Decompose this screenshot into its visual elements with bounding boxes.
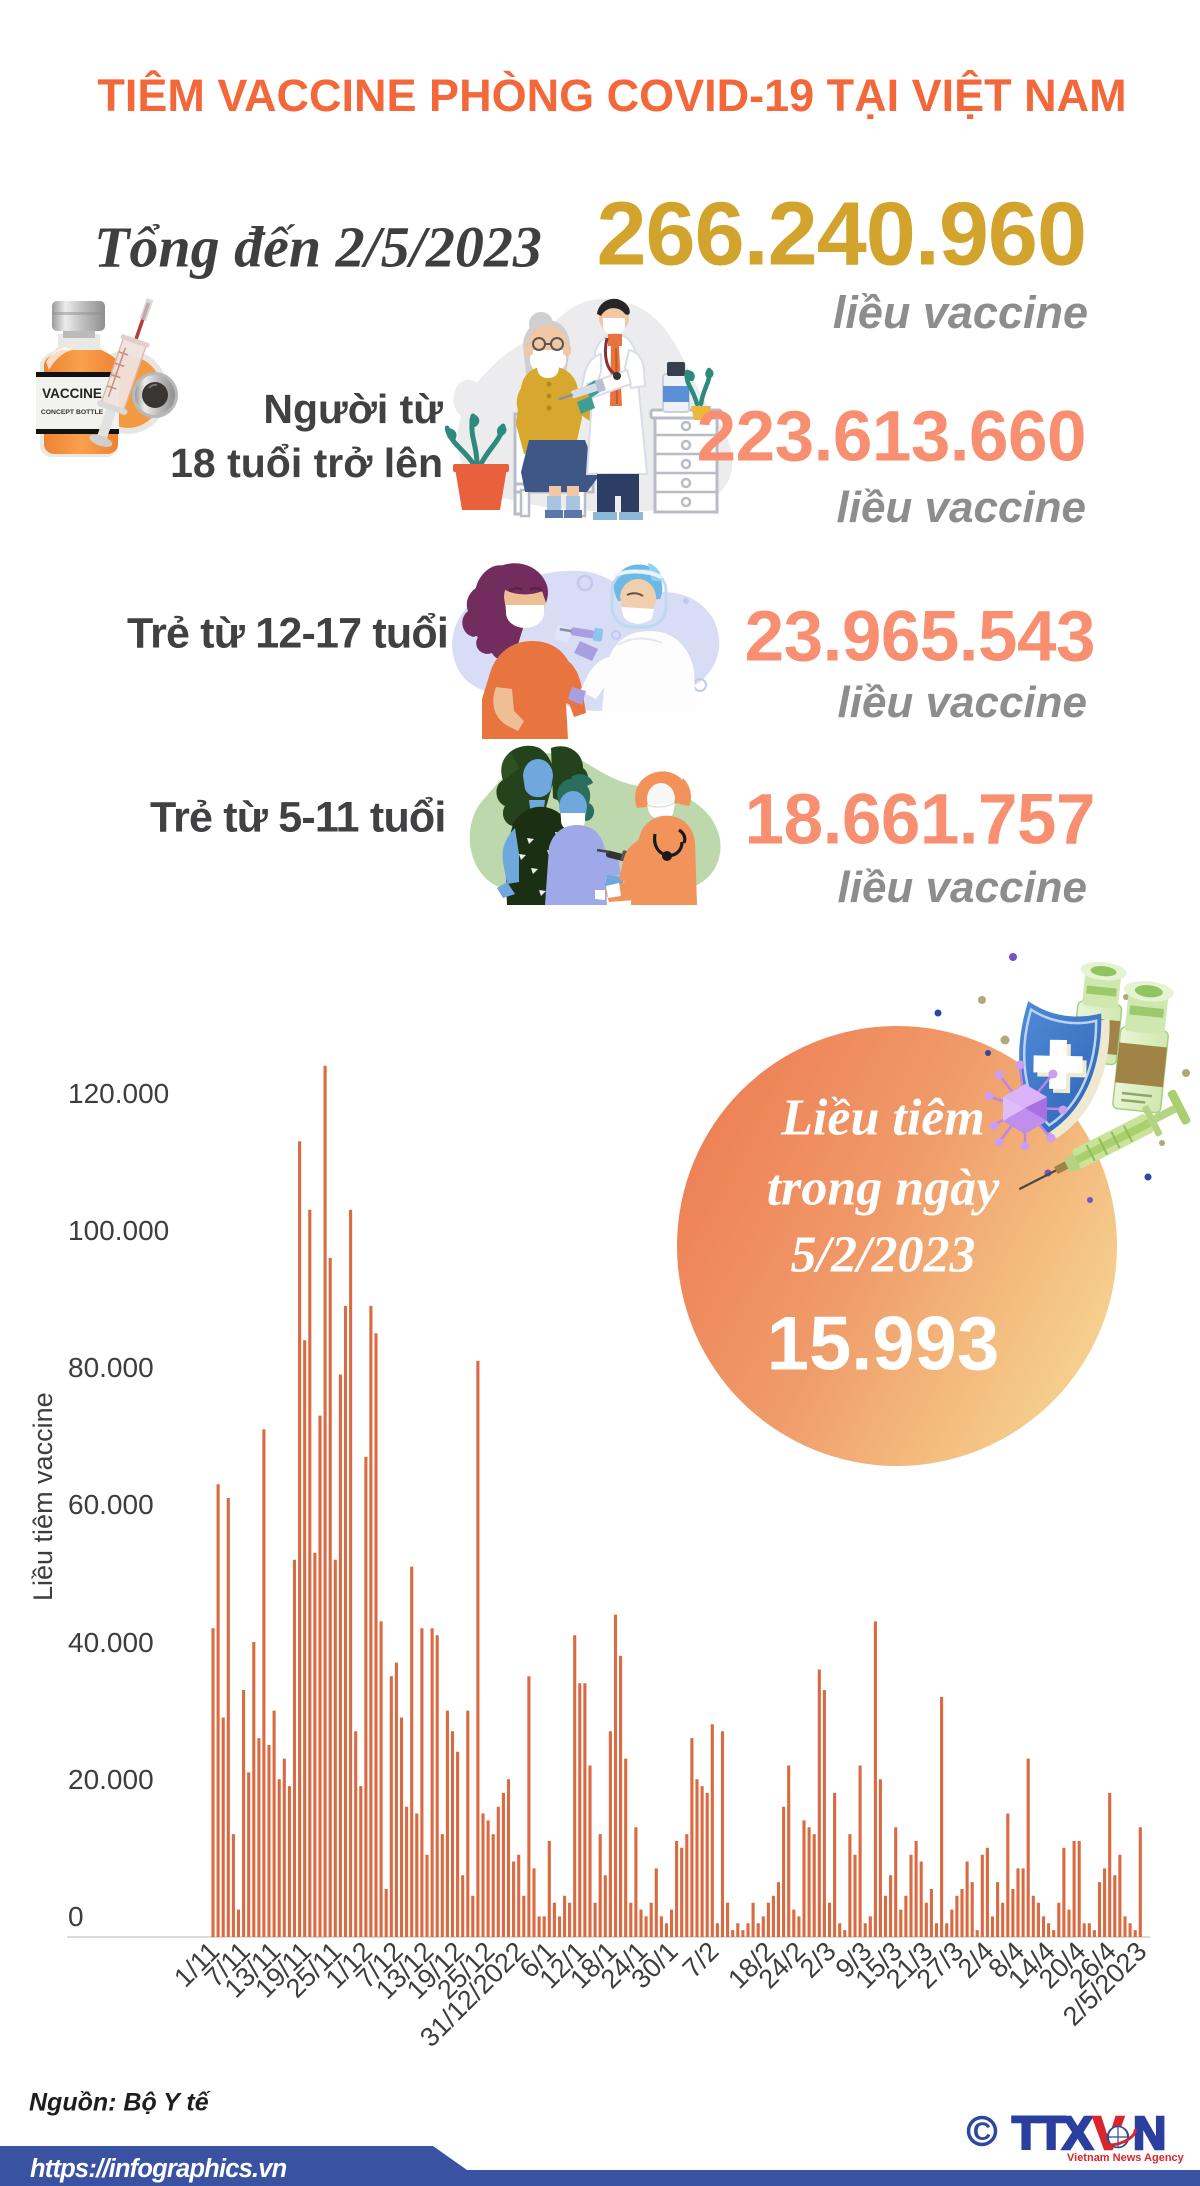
- svg-text:Vietnam News Agency: Vietnam News Agency: [1067, 2152, 1185, 2164]
- svg-text:40.000: 40.000: [68, 1627, 154, 1658]
- svg-text:C: C: [973, 2118, 991, 2146]
- svg-text:TTX: TTX: [1012, 2107, 1093, 2159]
- svg-text:Liều tiêm vaccine: Liều tiêm vaccine: [28, 1392, 58, 1601]
- svg-text:60.000: 60.000: [68, 1489, 154, 1520]
- svg-text:7/2: 7/2: [677, 1936, 725, 1984]
- svg-text:N: N: [1133, 2107, 1164, 2159]
- svg-text:120.000: 120.000: [68, 1078, 169, 1109]
- svg-text:20.000: 20.000: [68, 1764, 154, 1795]
- svg-text:https://infographics.vn: https://infographics.vn: [30, 2155, 287, 2183]
- svg-text:80.000: 80.000: [68, 1352, 154, 1383]
- svg-text:0: 0: [68, 1901, 84, 1932]
- svg-text:CONCEPT BOTTLE: CONCEPT BOTTLE: [41, 409, 104, 416]
- svg-text:VACCINE: VACCINE: [42, 386, 102, 401]
- svg-text:100.000: 100.000: [68, 1215, 169, 1246]
